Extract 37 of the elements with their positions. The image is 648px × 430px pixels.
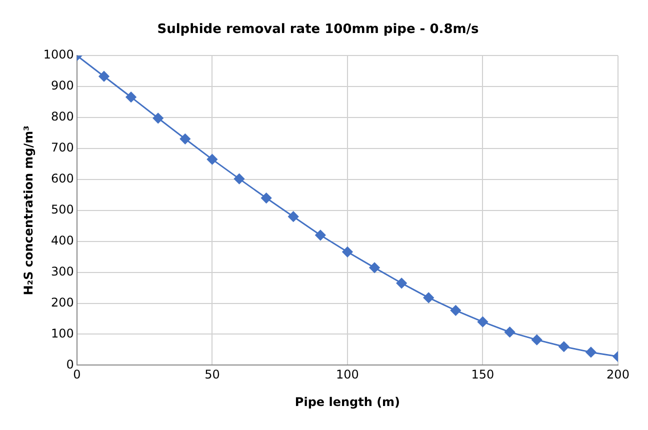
point xyxy=(98,71,110,82)
point xyxy=(423,292,434,303)
y-tick-label: 300 xyxy=(51,264,74,278)
x-axis-title: Pipe length (m) xyxy=(294,394,400,409)
point xyxy=(342,246,353,258)
point xyxy=(369,262,380,273)
y-tick-label: 100 xyxy=(51,326,74,340)
y-tick-label: 0 xyxy=(66,357,74,372)
point xyxy=(288,211,299,222)
point xyxy=(532,334,542,346)
y-axis-title: H₂S concentration mg/m³ xyxy=(21,126,36,296)
x-tick-label: 50 xyxy=(204,368,220,382)
y-tick-label: 700 xyxy=(51,140,74,155)
y-tick-label: 1000 xyxy=(43,48,74,62)
point xyxy=(450,305,461,316)
point xyxy=(315,230,326,240)
y-tick-label: 900 xyxy=(51,78,74,93)
y-tick-label: 500 xyxy=(51,202,74,217)
point xyxy=(477,316,488,328)
point xyxy=(152,112,164,124)
x-tick-label: 200 xyxy=(606,368,630,382)
y-tick-label: 400 xyxy=(51,233,74,248)
point xyxy=(396,278,407,288)
point xyxy=(206,154,218,165)
y-tick-label: 200 xyxy=(51,295,74,310)
y-tick-label: 600 xyxy=(51,172,74,186)
point xyxy=(180,134,190,144)
point xyxy=(558,341,570,352)
point xyxy=(261,192,272,204)
point xyxy=(504,326,516,338)
point xyxy=(126,92,136,102)
point xyxy=(586,346,596,358)
x-tick-label: 100 xyxy=(336,368,359,382)
point xyxy=(234,174,245,184)
y-tick-label: 800 xyxy=(51,110,74,124)
x-tick-label: 150 xyxy=(471,368,494,382)
chart-title: Sulphide removal rate 100mm pipe - 0.8m/s xyxy=(157,22,480,38)
